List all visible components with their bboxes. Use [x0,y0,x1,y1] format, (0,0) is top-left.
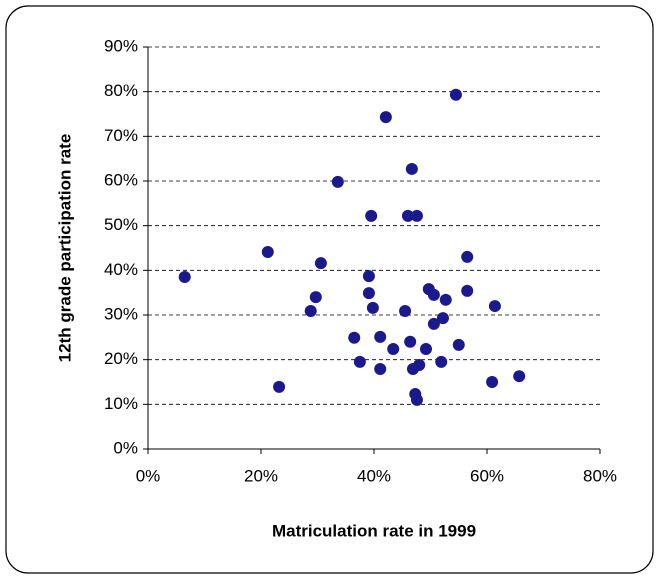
y-tick-label: 70% [104,126,138,145]
point [362,270,375,283]
point [488,300,501,313]
x-axis-label: Matriculation rate in 1999 [272,521,476,540]
point [461,250,474,263]
point [436,312,449,325]
point [410,209,423,222]
point [261,246,274,259]
y-tick-label: 50% [104,215,138,234]
point [410,393,423,406]
point [449,88,462,101]
y-tick-label: 30% [104,304,138,323]
point [399,304,412,317]
point [366,301,379,314]
point [348,331,361,344]
point [353,355,366,368]
y-tick-label: 10% [104,394,138,413]
point [374,330,387,343]
point [427,317,440,330]
point [401,209,414,222]
y-tick-label: 60% [104,170,138,189]
y-tick-label: 90% [104,36,138,55]
point [419,342,432,355]
x-tick-label: 60% [470,466,504,485]
point [435,355,448,368]
point [178,271,191,284]
chart-frame [5,5,654,574]
y-tick-label: 40% [104,260,138,279]
point [439,293,452,306]
y-tick-label: 0% [113,438,138,457]
point [461,284,474,297]
point [452,338,465,351]
x-tick-label: 80% [583,466,617,485]
point [387,342,400,355]
y-tick-label: 20% [104,349,138,368]
point [379,111,392,124]
point [374,363,387,376]
point [304,304,317,317]
point [404,335,417,348]
point [427,288,440,301]
point [486,376,499,388]
point [273,380,286,393]
y-axis-label: 12th grade participation rate [55,134,74,363]
point [331,175,344,188]
point [309,291,322,304]
x-tick-label: 0% [136,466,161,485]
point [362,287,375,300]
point [413,359,426,372]
point [513,370,526,383]
point [405,162,418,175]
y-tick-label: 80% [104,81,138,100]
x-tick-label: 20% [244,466,278,485]
point [314,257,327,270]
x-tick-label: 40% [357,466,391,485]
point [365,209,378,222]
